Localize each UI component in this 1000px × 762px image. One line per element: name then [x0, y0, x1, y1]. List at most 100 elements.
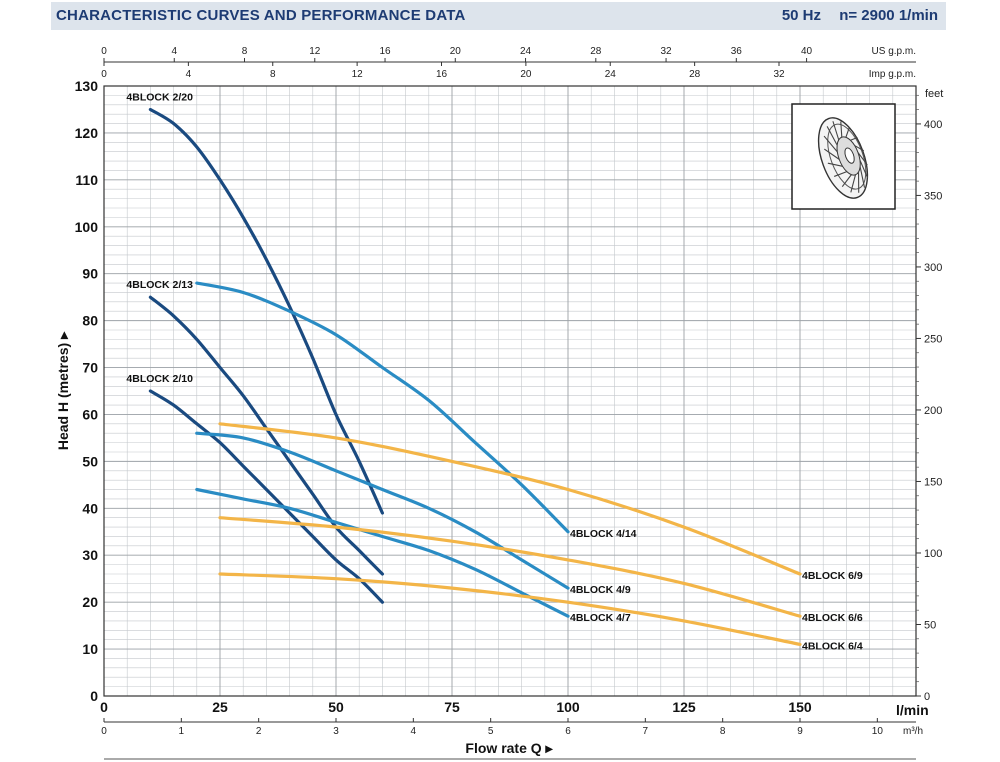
- imp-gpm-tick-label: 8: [270, 69, 276, 80]
- us-gpm-tick-label: 20: [450, 46, 462, 57]
- series-label-4block-6-6: 4BLOCK 6/6: [802, 612, 863, 624]
- m3h-tick-label: 7: [643, 726, 649, 737]
- y-tick-label: 30: [82, 547, 98, 563]
- us-gpm-tick-label: 32: [660, 46, 672, 57]
- impeller-vane: [854, 145, 865, 152]
- us-gpm-tick-label: 12: [309, 46, 321, 57]
- imp-gpm-tick-label: 20: [520, 69, 532, 80]
- x-tick-label: 75: [444, 699, 460, 715]
- header-specs: 50 Hz n= 2900 1/min: [768, 7, 938, 24]
- impeller-vane: [833, 171, 847, 177]
- us-gpm-tick-label: 16: [379, 46, 391, 57]
- imp-gpm-tick-label: 32: [773, 69, 785, 80]
- us-gpm-tick-label: 4: [171, 46, 177, 57]
- m3h-tick-label: 5: [488, 726, 494, 737]
- impeller-vane: [859, 166, 866, 188]
- imp-gpm-tick-label: 28: [689, 69, 701, 80]
- series-curve-4block-6-6: [218, 516, 802, 618]
- x-axis-label: Flow rate Q ▸: [465, 740, 553, 756]
- y-tick-label: 130: [75, 78, 99, 94]
- y-tick-label: 50: [82, 453, 98, 469]
- y-tick-label: 80: [82, 313, 98, 329]
- us-gpm-tick-label: 28: [590, 46, 602, 57]
- imp-gpm-tick-label: 24: [605, 69, 617, 80]
- series-curve-4block-2-10: [148, 389, 384, 604]
- impeller-vane: [827, 162, 843, 167]
- us-gpm-tick-label: 40: [801, 46, 813, 57]
- x-tick-label: 150: [788, 699, 812, 715]
- feet-tick-label: 400: [924, 119, 942, 131]
- feet-tick-label: 250: [924, 333, 942, 345]
- m3h-tick-label: 0: [101, 726, 107, 737]
- feet-tick-label: 0: [924, 691, 930, 703]
- y-tick-label: 40: [82, 500, 98, 516]
- impeller-vane: [823, 135, 838, 153]
- feet-tick-label: 100: [924, 548, 942, 560]
- impeller-vane: [857, 152, 868, 166]
- frequency-label: 50 Hz: [781, 7, 822, 24]
- series-label-4block-4-9: 4BLOCK 4/9: [570, 584, 631, 596]
- m3h-tick-label: 2: [256, 726, 262, 737]
- imp-gpm-tick-label: 12: [352, 69, 364, 80]
- feet-tick-label: 150: [924, 476, 942, 488]
- m3h-tick-label: 8: [720, 726, 726, 737]
- x-tick-label: 50: [328, 699, 344, 715]
- imp-gpm-tick-label: 4: [186, 69, 192, 80]
- y-tick-label: 20: [82, 594, 98, 610]
- x-tick-label: 25: [212, 699, 228, 715]
- series-label-4block-4-7: 4BLOCK 4/7: [570, 612, 631, 624]
- impeller-vane: [845, 127, 850, 138]
- y-tick-label: 120: [75, 125, 99, 141]
- y-tick-label: 0: [90, 688, 98, 704]
- series-curve-4block-4-7: [195, 487, 570, 618]
- speed-label: n= 2900 1/min: [839, 7, 938, 24]
- us-gpm-tick-label: 8: [242, 46, 248, 57]
- impeller-vane: [840, 121, 843, 138]
- y-tick-label: 70: [82, 360, 98, 376]
- series-curve-4block-2-20: [148, 107, 384, 515]
- impeller-vane: [841, 174, 852, 188]
- series-label-4block-4-14: 4BLOCK 4/14: [570, 528, 637, 540]
- series-label-4block-2-10: 4BLOCK 2/10: [126, 373, 193, 385]
- x-tick-label: 100: [556, 699, 580, 715]
- series-label-4block-6-9: 4BLOCK 6/9: [802, 570, 863, 582]
- m3h-tick-label: 3: [333, 726, 339, 737]
- impeller-vane: [826, 126, 838, 146]
- series-curve-4block-4-9: [195, 431, 570, 590]
- imp-gpm-tick-label: 16: [436, 69, 448, 80]
- y-tick-label: 60: [82, 406, 98, 422]
- header-bar: CHARACTERISTIC CURVES AND PERFORMANCE DA…: [51, 2, 946, 30]
- impeller-vane: [850, 174, 857, 193]
- y-tick-label: 10: [82, 641, 98, 657]
- m3h-tick-label: 4: [411, 726, 417, 737]
- x-tick-label: 125: [672, 699, 696, 715]
- impeller-vane: [823, 148, 840, 160]
- us-gpm-tick-label: 36: [731, 46, 743, 57]
- impeller-vane: [859, 159, 869, 179]
- impeller-inset: [791, 103, 896, 210]
- feet-tick-label: 300: [924, 262, 942, 274]
- us-gpm-tick-label: 24: [520, 46, 532, 57]
- series-group: [148, 107, 802, 646]
- impeller-vane: [832, 121, 840, 141]
- labels-group: 4BLOCK 2/20 4BLOCK 2/13 4BLOCK 2/10 4BLOCK …: [126, 91, 862, 652]
- plot-frame: [103, 85, 917, 697]
- m3h-tick-label: 1: [179, 726, 185, 737]
- series-curve-4block-6-4: [218, 572, 802, 646]
- y-tick-label: 100: [75, 219, 99, 235]
- impeller-vane: [857, 172, 860, 193]
- x-tick-label: 0: [100, 699, 108, 715]
- impeller-vane: [850, 137, 858, 141]
- y-axis-label: Head H (metres) ▸: [55, 331, 71, 450]
- feet-tick-label: 50: [924, 619, 936, 631]
- page-title: CHARACTERISTIC CURVES AND PERFORMANCE DA…: [56, 7, 466, 24]
- us-gpm-unit-label: US g.p.m.: [872, 46, 916, 57]
- m3h-tick-label: 6: [565, 726, 571, 737]
- series-label-4block-6-4: 4BLOCK 6/4: [802, 640, 863, 652]
- x-unit-label: l/min: [896, 702, 929, 718]
- series-curve-4block-6-9: [218, 422, 802, 576]
- imp-gpm-tick-label: 0: [101, 69, 107, 80]
- imp-gpm-unit-label: Imp g.p.m.: [869, 69, 916, 80]
